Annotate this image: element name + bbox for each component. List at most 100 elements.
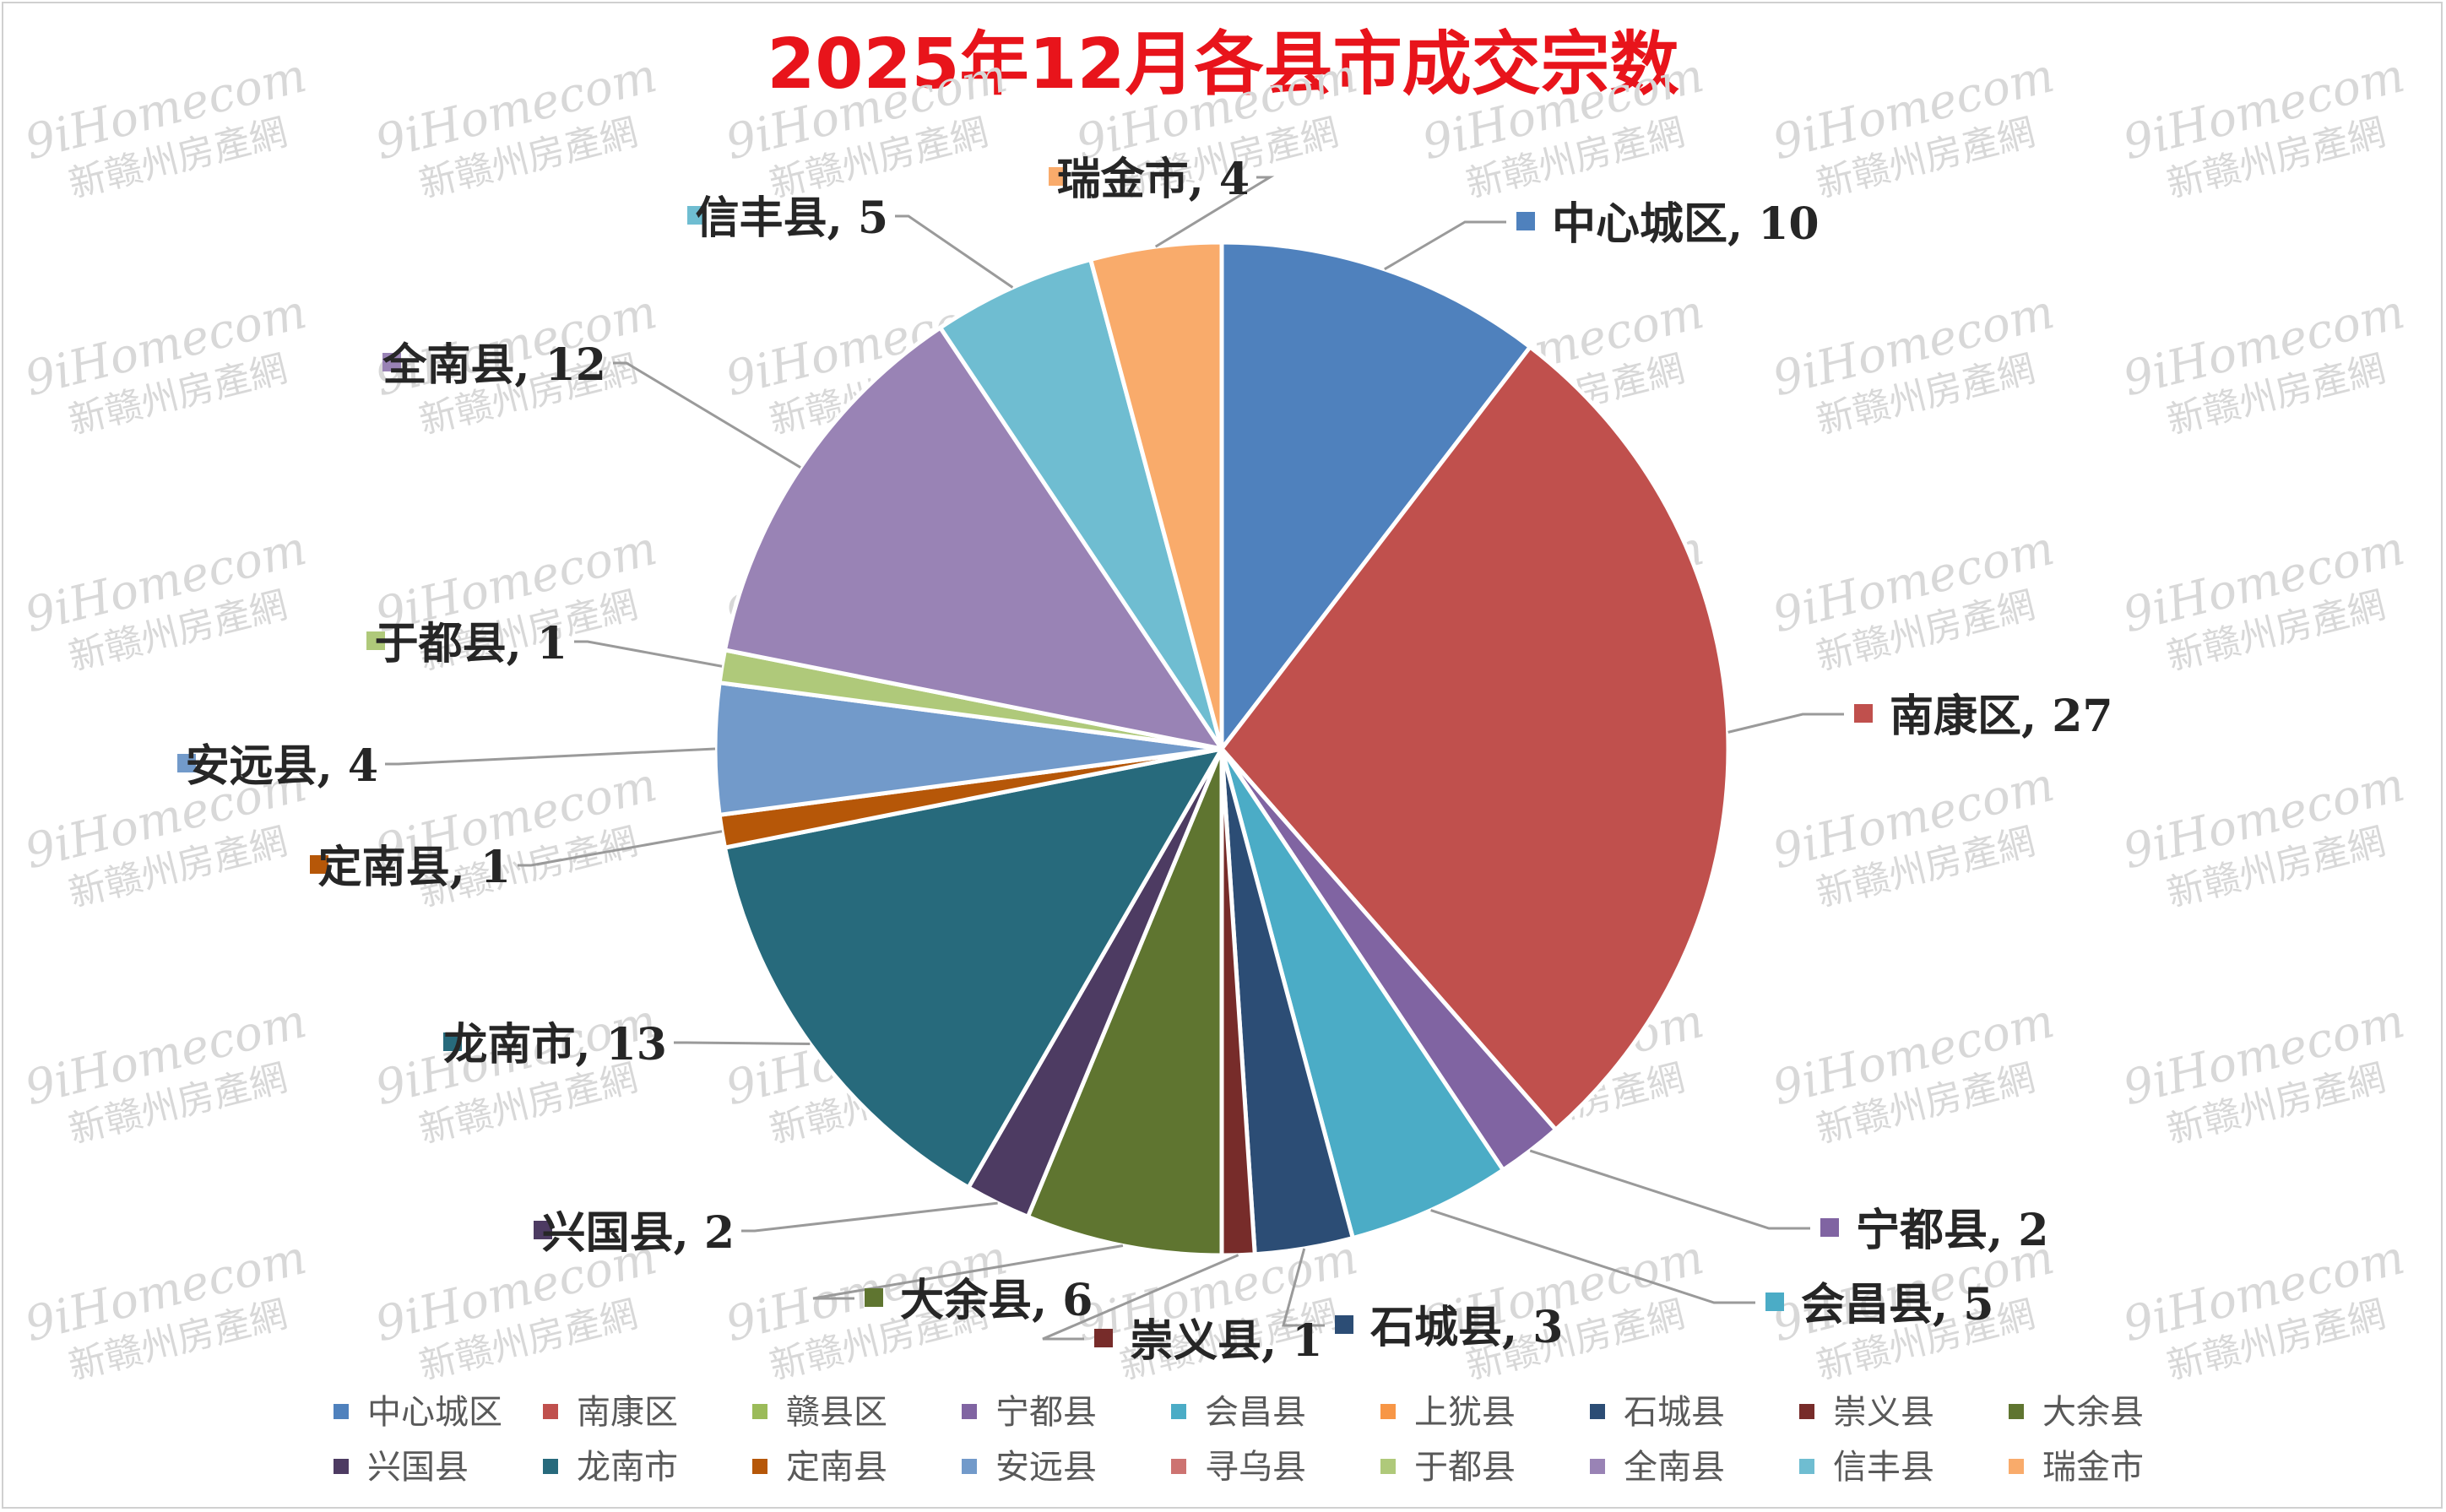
data-label-龙南市: 龙南市, 13	[443, 1019, 667, 1070]
legend-label: 宁都县	[995, 1393, 1097, 1432]
pie-slice-信丰县[interactable]	[938, 257, 1224, 751]
data-label-于都县: 于都县, 1	[375, 618, 567, 669]
legend-item-定南县[interactable]: 定南县	[752, 1448, 887, 1487]
label-marker-龙南市	[443, 1032, 462, 1051]
legend-swatch	[962, 1404, 977, 1419]
legend-label: 全南县	[1624, 1448, 1725, 1487]
legend-label: 信丰县	[1833, 1448, 1934, 1487]
leader-line-定南县	[518, 830, 723, 867]
legend-item-兴国县[interactable]: 兴国县	[334, 1448, 469, 1487]
legend-label: 于都县	[1414, 1448, 1516, 1487]
label-marker-兴国县	[534, 1221, 552, 1239]
legend-item-上犹县[interactable]: 上犹县	[1380, 1393, 1516, 1432]
legend-label: 龙南市	[577, 1448, 678, 1487]
legend-swatch	[962, 1459, 977, 1474]
legend-item-信丰县[interactable]: 信丰县	[1799, 1448, 1934, 1487]
legend-swatch	[1799, 1404, 1814, 1419]
legend-item-南康区[interactable]: 南康区	[543, 1393, 678, 1432]
label-marker-崇义县	[1094, 1329, 1113, 1347]
legend-swatch	[1590, 1404, 1605, 1419]
legend-label: 中心城区	[367, 1393, 502, 1432]
legend-swatch	[543, 1404, 558, 1419]
leader-line-中心城区	[1384, 220, 1506, 271]
legend-item-中心城区[interactable]: 中心城区	[334, 1393, 502, 1432]
data-label-宁都县: 宁都县, 2	[1856, 1205, 2048, 1256]
pie-slice-会昌县[interactable]	[1219, 746, 1505, 1241]
legend-item-安远县[interactable]: 安远县	[962, 1448, 1097, 1487]
legend-swatch	[543, 1459, 558, 1474]
leader-line-南康区	[1727, 713, 1844, 734]
legend-item-赣县区[interactable]: 赣县区	[752, 1393, 887, 1432]
data-label-会昌县: 会昌县, 5	[1801, 1279, 1993, 1330]
data-label-信丰县: 信丰县, 5	[696, 192, 888, 244]
legend-label: 兴国县	[367, 1448, 469, 1487]
legend-label: 定南县	[786, 1448, 887, 1487]
label-marker-中心城区	[1516, 212, 1535, 230]
legend-swatch	[334, 1459, 349, 1474]
label-marker-宁都县	[1820, 1218, 1839, 1237]
legend-swatch	[1380, 1459, 1396, 1474]
leader-line-宁都县	[1529, 1149, 1810, 1230]
chart-title: 2025年12月各县市成交宗数	[767, 24, 1679, 105]
data-label-中心城区: 中心城区, 10	[1552, 198, 1820, 250]
legend-item-会昌县[interactable]: 会昌县	[1171, 1393, 1306, 1432]
label-marker-南康区	[1854, 704, 1873, 723]
legend-label: 瑞金市	[2042, 1448, 2144, 1487]
leader-line-兴国县	[741, 1201, 998, 1233]
leader-line-全南县	[613, 361, 801, 469]
label-marker-信丰县	[687, 206, 706, 225]
legend-item-石城县[interactable]: 石城县	[1590, 1393, 1725, 1432]
legend-swatch	[334, 1404, 349, 1419]
pie-slices	[713, 240, 1731, 1258]
legend-item-寻乌县[interactable]: 寻乌县	[1171, 1448, 1306, 1487]
data-label-大余县: 大余县, 6	[900, 1275, 1093, 1326]
legend-item-于都县[interactable]: 于都县	[1380, 1448, 1516, 1487]
data-label-定南县: 定南县, 1	[318, 842, 511, 893]
label-marker-于都县	[366, 631, 385, 650]
label-marker-会昌县	[1765, 1293, 1784, 1311]
data-label-安远县: 安远县, 4	[186, 740, 378, 792]
data-label-南康区: 南康区, 27	[1890, 691, 2113, 742]
data-label-石城县: 石城县, 3	[1370, 1302, 1563, 1353]
leader-line-会昌县	[1430, 1209, 1755, 1304]
legend-swatch	[752, 1459, 767, 1474]
label-marker-瑞金市	[1049, 167, 1067, 186]
legend-label: 上犹县	[1414, 1393, 1516, 1432]
data-labels: 中心城区, 10 南康区, 27 宁都县, 2 会昌县, 5 石城县, 3 崇义县, 1 大…	[177, 154, 2113, 1367]
legend-item-宁都县[interactable]: 宁都县	[962, 1393, 1097, 1432]
leader-line-大余县	[812, 1244, 1124, 1300]
legend-item-大余县[interactable]: 大余县	[2009, 1393, 2144, 1432]
legend-item-瑞金市[interactable]: 瑞金市	[2009, 1448, 2144, 1487]
legend-item-全南县[interactable]: 全南县	[1590, 1448, 1725, 1487]
leader-line-信丰县	[895, 214, 1014, 289]
data-label-全南县: 全南县, 12	[382, 339, 606, 391]
pie-slice-全南县[interactable]	[723, 325, 1224, 751]
legend-swatch	[1171, 1459, 1186, 1474]
legend-swatch	[1799, 1459, 1814, 1474]
legend-item-龙南市[interactable]: 龙南市	[543, 1448, 678, 1487]
label-marker-安远县	[177, 754, 196, 772]
leader-line-瑞金市	[1154, 176, 1275, 248]
legend-swatch	[1380, 1404, 1396, 1419]
legend-swatch	[752, 1404, 767, 1419]
legend-item-崇义县[interactable]: 崇义县	[1799, 1393, 1934, 1432]
legend-label: 大余县	[2042, 1393, 2144, 1432]
